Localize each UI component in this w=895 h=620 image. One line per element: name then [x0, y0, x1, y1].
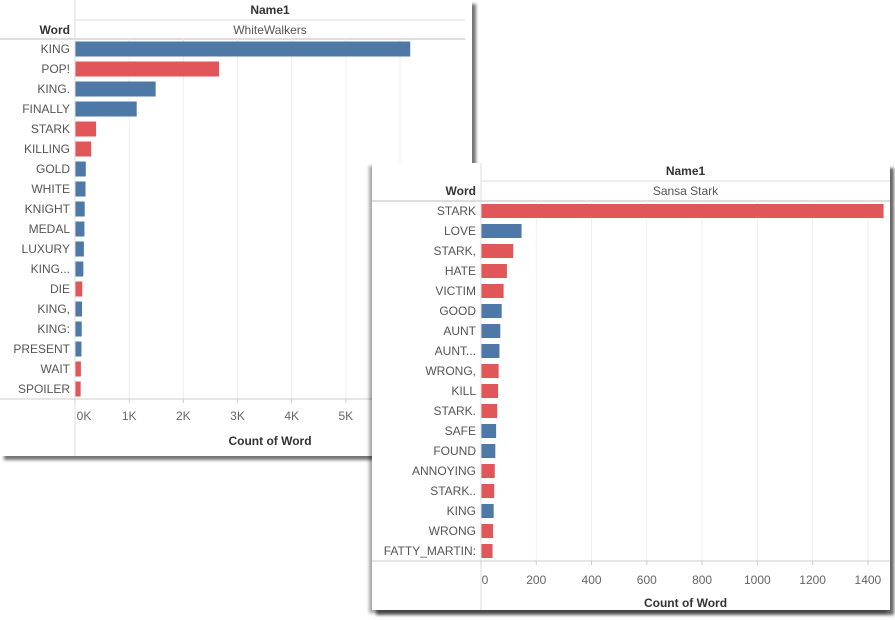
category-label: DIE	[50, 282, 70, 296]
bar-fatty-martin	[481, 544, 493, 558]
category-label: LOVE	[444, 224, 476, 238]
category-label: STARK	[437, 204, 476, 218]
x-tick-label: 0K	[77, 409, 92, 423]
category-label: SAFE	[445, 424, 476, 438]
category-label: KING...	[31, 262, 70, 276]
column-header: Name1	[666, 164, 706, 178]
bar-hate	[481, 264, 507, 278]
x-tick-label: 1K	[122, 409, 137, 423]
bar-spoiler	[75, 381, 81, 397]
category-label: KING	[41, 42, 70, 56]
bar-king	[75, 321, 82, 337]
category-label: STARK..	[430, 484, 476, 498]
bar-pop	[75, 61, 220, 77]
x-tick-label: 800	[692, 573, 712, 587]
x-tick-label: 200	[526, 573, 546, 587]
bar-finally	[75, 101, 137, 117]
bar-aunt	[481, 324, 501, 338]
bar-good	[481, 304, 502, 318]
category-label: KILL	[451, 384, 476, 398]
category-label: WRONG	[429, 524, 476, 538]
x-tick-label: 0	[482, 573, 489, 587]
bar-king	[75, 41, 411, 57]
bar-knight	[75, 201, 85, 217]
x-tick-label: 600	[637, 573, 657, 587]
category-label: GOLD	[36, 162, 70, 176]
sansa-stark-bar-chart: Name1 Word Sansa Stark STARK LOVE STARK, HATE V…	[372, 163, 890, 610]
x-tick-label: 1000	[744, 573, 771, 587]
category-label: STARK.	[434, 404, 476, 418]
bar-aunt	[481, 344, 500, 358]
bar-die	[75, 281, 83, 297]
x-tick-label: 3K	[230, 409, 245, 423]
bar-love	[481, 224, 522, 238]
category-label: WHITE	[31, 182, 70, 196]
row-header: Word	[446, 184, 476, 198]
sansa-stark-chart-panel: Name1 Word Sansa Stark STARK LOVE STARK, HATE V…	[372, 163, 890, 610]
x-axis-title: Count of Word	[228, 434, 311, 448]
bar-king	[481, 504, 494, 518]
category-label: SPOILER	[18, 382, 70, 396]
category-label: AUNT...	[435, 344, 476, 358]
bar-victim	[481, 284, 504, 298]
category-label: MEDAL	[29, 222, 71, 236]
x-tick-label: 5K	[338, 409, 353, 423]
category-label: VICTIM	[435, 284, 476, 298]
x-tick-label: 400	[582, 573, 602, 587]
facet-label: WhiteWalkers	[233, 23, 307, 37]
bar-stark	[75, 121, 97, 137]
category-label: FATTY_MARTIN:	[384, 544, 476, 558]
category-label: FOUND	[433, 444, 476, 458]
bar-present	[75, 341, 82, 357]
facet-label: Sansa Stark	[653, 184, 719, 198]
x-tick-label: 4K	[284, 409, 299, 423]
category-label: STARK,	[434, 244, 476, 258]
category-label: KING.	[37, 82, 70, 96]
row-header: Word	[40, 23, 70, 37]
category-label: WAIT	[40, 362, 70, 376]
bar-gold	[75, 161, 86, 177]
x-tick-label: 1200	[799, 573, 826, 587]
whitewalkers-bar-chart: Name1 Word WhiteWalkers KING POP! KING. FINALL…	[0, 0, 465, 456]
bar-killing	[75, 141, 92, 157]
category-label: KILLING	[24, 142, 70, 156]
x-tick-label: 1400	[855, 573, 882, 587]
column-header: Name1	[250, 3, 290, 17]
bar-king	[75, 301, 82, 317]
bar-found	[481, 444, 496, 458]
bar-medal	[75, 221, 85, 237]
bar-king	[75, 261, 84, 277]
category-label: KNIGHT	[25, 202, 71, 216]
bar-stark	[481, 404, 498, 418]
category-label: KING	[447, 504, 476, 518]
bar-kill	[481, 384, 499, 398]
bar-wrong	[481, 524, 494, 538]
category-label: KING,	[37, 302, 70, 316]
category-label: WRONG,	[425, 364, 476, 378]
category-label: ANNOYING	[412, 464, 476, 478]
bar-stark	[481, 484, 495, 498]
x-axis-title: Count of Word	[644, 596, 727, 610]
bar-wait	[75, 361, 81, 377]
bar-wrong	[481, 364, 499, 378]
x-tick-label: 2K	[176, 409, 191, 423]
category-label: KING:	[37, 322, 70, 336]
category-label: GOOD	[439, 304, 476, 318]
category-label: FINALLY	[22, 102, 70, 116]
bar-stark	[481, 244, 514, 258]
category-label: HATE	[445, 264, 476, 278]
bar-annoying	[481, 464, 495, 478]
bar-king	[75, 81, 156, 97]
category-label: POP!	[41, 62, 70, 76]
bar-luxury	[75, 241, 84, 257]
category-label: LUXURY	[22, 242, 70, 256]
category-label: PRESENT	[13, 342, 70, 356]
bar-white	[75, 181, 86, 197]
bar-stark	[481, 204, 884, 218]
category-label: AUNT	[443, 324, 476, 338]
bar-safe	[481, 424, 497, 438]
category-label: STARK	[31, 122, 70, 136]
